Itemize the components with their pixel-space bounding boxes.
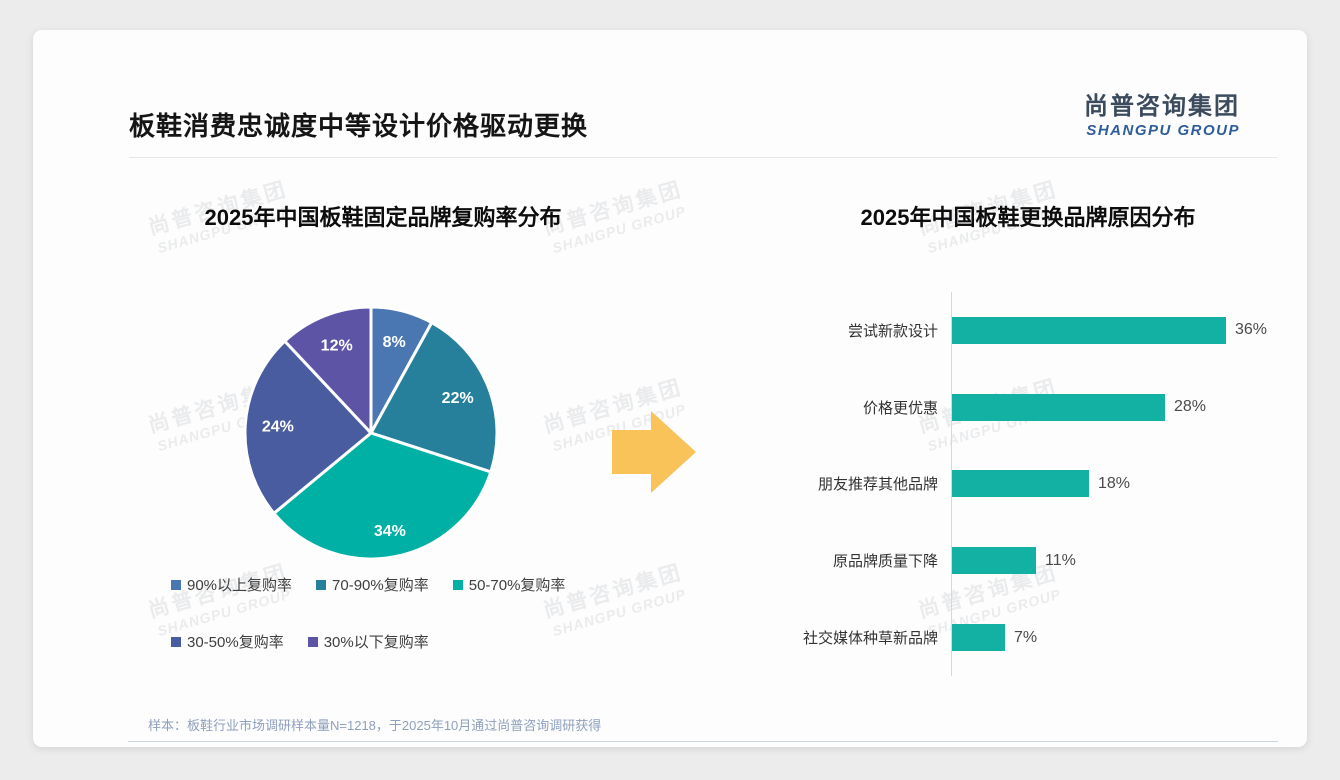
bar-value-label: 7% <box>1014 628 1038 646</box>
legend-swatch-icon <box>171 636 181 647</box>
bar-value-label: 28% <box>1174 398 1207 416</box>
pie-chart-title: 2025年中国板鞋固定品牌复购率分布 <box>204 205 562 230</box>
bar-row-1: 尝试新款设计 36% <box>775 292 1295 369</box>
bar-category-label: 价格更优惠 <box>862 399 938 417</box>
bar-track: 28% <box>951 368 1295 446</box>
right-arrow-icon <box>612 411 696 493</box>
legend-swatch-icon <box>171 579 181 590</box>
bar-track: 36% <box>951 292 1295 369</box>
pie-slice-4 <box>243 339 373 515</box>
bar-category-label: 尝试新款设计 <box>847 322 938 340</box>
bar-row-2: 价格更优惠 28% <box>775 368 1295 446</box>
bar-fill <box>952 470 1089 498</box>
legend-item-3: 50-70%复购率 <box>452 574 566 595</box>
legend-swatch-icon <box>316 579 327 590</box>
bar-category-label: 社交媒体种草新品牌 <box>802 630 938 648</box>
legend-item-2: 70-90%复购率 <box>316 574 429 595</box>
page-title: 板鞋消费忠诚度中等设计价格驱动更换 <box>129 111 589 141</box>
bar-category-label: 原品牌质量下降 <box>832 553 938 571</box>
title-divider <box>129 157 1277 158</box>
pie-slice-2 <box>369 321 499 474</box>
bar-value-label: 11% <box>1045 551 1076 569</box>
bar-value-label: 18% <box>1098 474 1131 492</box>
footer-divider <box>128 741 1278 742</box>
bar-track: 11% <box>951 522 1295 600</box>
logo-chinese-text: 尚普咨询集团 <box>1084 93 1240 120</box>
bar-row-5: 社交媒体种草新品牌 7% <box>775 599 1295 676</box>
legend-label: 50-70%复购率 <box>468 577 566 594</box>
pie-slice-5 <box>283 305 373 435</box>
pie-data-label: 34% <box>374 523 406 540</box>
legend-label: 30%以下复购率 <box>323 634 429 651</box>
pie-slice-3 <box>272 431 493 561</box>
bar-row-3: 朋友推荐其他品牌 18% <box>775 445 1295 523</box>
bar-chart: 尝试新款设计 36% 价格更优惠 28% 朋友推荐其他品牌 18% 原品牌质量下降 11% 社交… <box>775 292 1295 676</box>
legend-item-5: 30%以下复购率 <box>307 631 429 652</box>
legend-item-4: 30-50%复购率 <box>171 631 284 652</box>
bar-fill <box>952 624 1005 652</box>
slide-card: 尚普咨询集团 SHANGPU GROUP 尚普咨询集团 SHANGPU GROUP 尚普… <box>33 30 1307 747</box>
legend-swatch-icon <box>307 636 318 647</box>
pie-chart: 8% 22% 34% 24% 12% <box>243 305 499 561</box>
bar-row-4: 原品牌质量下降 11% <box>775 522 1295 600</box>
bar-track: 7% <box>951 599 1295 676</box>
bar-fill <box>952 547 1036 575</box>
bar-value-label: 36% <box>1235 321 1268 339</box>
legend-label: 30-50%复购率 <box>187 634 284 651</box>
logo-english-text: SHANGPU GROUP <box>1086 122 1240 139</box>
legend-swatch-icon <box>452 579 463 590</box>
pie-data-label: 22% <box>442 390 474 407</box>
bar-rows: 尝试新款设计 36% 价格更优惠 28% 朋友推荐其他品牌 18% 原品牌质量下降 11% 社交… <box>775 292 1295 676</box>
bar-category-label: 朋友推荐其他品牌 <box>817 476 938 494</box>
bar-track: 18% <box>951 445 1295 523</box>
bar-chart-title: 2025年中国板鞋更换品牌原因分布 <box>860 205 1196 230</box>
bar-fill <box>952 316 1226 344</box>
legend-item-1: 90%以上复购率 <box>171 574 292 595</box>
pie-data-label: 12% <box>321 338 353 355</box>
pie-data-label: 24% <box>262 418 294 435</box>
legend-label: 90%以上复购率 <box>187 577 293 594</box>
pie-legend: 90%以上复购率 70-90%复购率 50-70%复购率 30-50%复购率 30%以下… <box>171 574 641 652</box>
sample-note: 样本：板鞋行业市场调研样本量N=1218，于2025年10月通过尚普咨询调研获得 <box>148 718 602 733</box>
legend-label: 70-90%复购率 <box>332 577 429 594</box>
bar-fill <box>952 393 1165 421</box>
pie-data-label: 8% <box>383 334 406 351</box>
company-logo: 尚普咨询集团 SHANGPU GROUP <box>1084 86 1240 139</box>
